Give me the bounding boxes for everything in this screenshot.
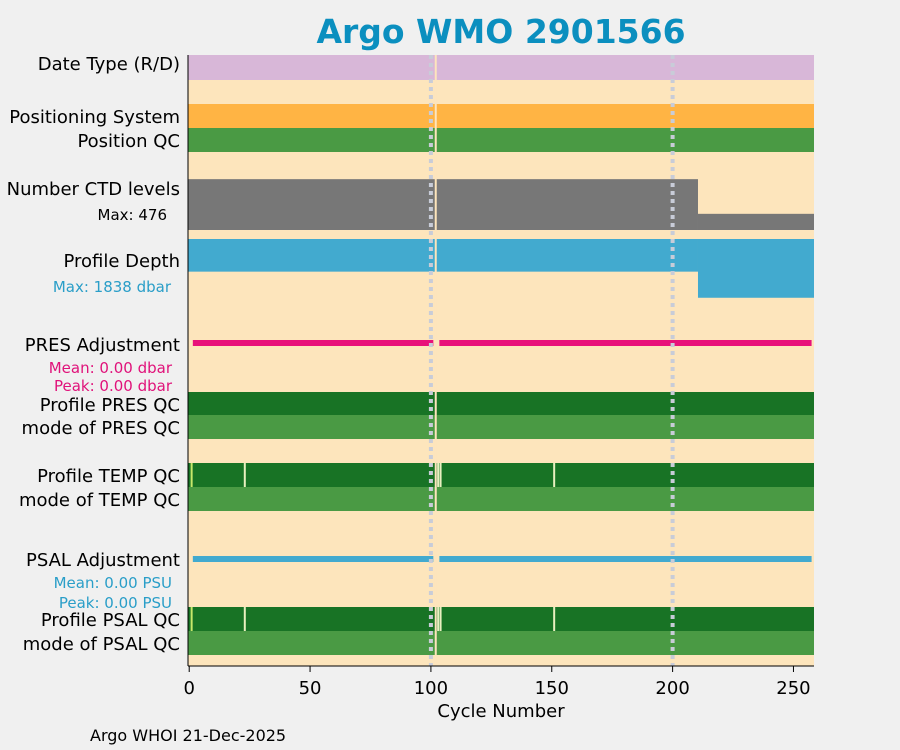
ctd-max-annotation: Max: 476 bbox=[98, 206, 167, 224]
row-label-profile-psal-qc: Profile PSAL QC bbox=[41, 610, 180, 631]
row-label-profile-depth: Profile Depth bbox=[63, 251, 180, 272]
x-tick-label-150: 150 bbox=[535, 678, 569, 699]
profile-depth-bar-1 bbox=[697, 239, 814, 298]
credit-text: Argo WHOI 21-Dec-2025 bbox=[90, 726, 287, 745]
x-axis-label: Cycle Number bbox=[437, 701, 565, 722]
pres-mean-annotation: Mean: 0.00 dbar bbox=[49, 359, 173, 377]
row-label-mode-temp-qc: mode of TEMP QC bbox=[19, 490, 180, 511]
mode_psal_qc-band bbox=[188, 631, 814, 655]
psal-mean-annotation: Mean: 0.00 PSU bbox=[54, 574, 172, 592]
row-label-profile-pres-qc: Profile PRES QC bbox=[40, 395, 180, 416]
row-label-mode-psal-qc: mode of PSAL QC bbox=[23, 634, 180, 655]
positioning-band bbox=[188, 104, 814, 128]
profile-psal-qc-mark-1 bbox=[190, 607, 193, 631]
profile-temp-qc-mark-103 bbox=[437, 463, 440, 487]
profile_pres_qc-band bbox=[188, 392, 814, 415]
ctd-levels-bar-1 bbox=[697, 213, 814, 230]
row-label-profile-temp-qc: Profile TEMP QC bbox=[37, 466, 180, 487]
profile-psal-qc-mark-151 bbox=[553, 607, 556, 631]
profile-temp-qc-mark-23 bbox=[243, 463, 246, 487]
row-label-mode-pres-qc: mode of PRES QC bbox=[22, 418, 180, 439]
row-label-date-type: Date Type (R/D) bbox=[38, 54, 180, 75]
depth-max-annotation: Max: 1838 dbar bbox=[53, 278, 172, 296]
x-tick-label-50: 50 bbox=[299, 678, 322, 699]
mode_pres_qc-band bbox=[188, 415, 814, 439]
profile_psal_qc-band bbox=[188, 607, 814, 631]
x-tick-label-200: 200 bbox=[655, 678, 689, 699]
row-label-pres-adjustment: PRES Adjustment bbox=[25, 335, 180, 356]
profile-temp-qc-mark-1 bbox=[190, 463, 193, 487]
row-label-ctd-levels: Number CTD levels bbox=[7, 179, 180, 200]
row-label-psal-adjustment: PSAL Adjustment bbox=[26, 550, 180, 571]
date_type-band bbox=[188, 55, 814, 80]
profile-temp-qc-mark-151 bbox=[553, 463, 556, 487]
psal-peak-annotation: Peak: 0.00 PSU bbox=[59, 594, 172, 612]
row-label-positioning: Positioning System bbox=[9, 107, 180, 128]
profile-depth-bar-0 bbox=[188, 239, 698, 272]
pres-peak-annotation: Peak: 0.00 dbar bbox=[54, 377, 173, 395]
profile-psal-qc-mark-23 bbox=[243, 607, 246, 631]
x-tick-label-250: 250 bbox=[776, 678, 810, 699]
position_qc-band bbox=[188, 128, 814, 152]
profile_temp_qc-band bbox=[188, 463, 814, 487]
mode_temp_qc-band bbox=[188, 487, 814, 511]
row-label-position-qc: Position QC bbox=[77, 131, 180, 152]
profile-temp-qc-mark-104 bbox=[439, 463, 442, 487]
x-tick-label-100: 100 bbox=[414, 678, 448, 699]
plot-background bbox=[188, 55, 814, 666]
profile-psal-qc-mark-103 bbox=[437, 607, 440, 631]
ctd-levels-bar-0 bbox=[188, 179, 698, 230]
chart-title: Argo WMO 2901566 bbox=[316, 12, 686, 51]
profile-psal-qc-mark-104 bbox=[439, 607, 442, 631]
x-tick-label-0: 0 bbox=[183, 678, 194, 699]
